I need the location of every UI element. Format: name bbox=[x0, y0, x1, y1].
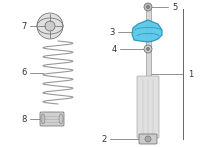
Ellipse shape bbox=[59, 114, 63, 124]
Text: 3: 3 bbox=[110, 27, 115, 36]
Text: 1: 1 bbox=[188, 70, 193, 78]
Text: 4: 4 bbox=[112, 45, 117, 54]
Text: 8: 8 bbox=[22, 115, 27, 123]
Bar bbox=[146, 9, 151, 77]
Polygon shape bbox=[132, 20, 162, 42]
Circle shape bbox=[146, 5, 150, 9]
Ellipse shape bbox=[41, 114, 45, 124]
Circle shape bbox=[37, 13, 63, 39]
FancyBboxPatch shape bbox=[137, 76, 159, 138]
Circle shape bbox=[45, 21, 55, 31]
Text: 2: 2 bbox=[102, 135, 107, 143]
Text: 6: 6 bbox=[22, 68, 27, 77]
Text: 7: 7 bbox=[22, 21, 27, 30]
Circle shape bbox=[145, 136, 151, 142]
Text: 5: 5 bbox=[172, 2, 177, 11]
FancyBboxPatch shape bbox=[139, 134, 157, 144]
Circle shape bbox=[146, 47, 150, 51]
Circle shape bbox=[144, 3, 152, 11]
FancyBboxPatch shape bbox=[40, 112, 64, 126]
Circle shape bbox=[144, 45, 152, 53]
